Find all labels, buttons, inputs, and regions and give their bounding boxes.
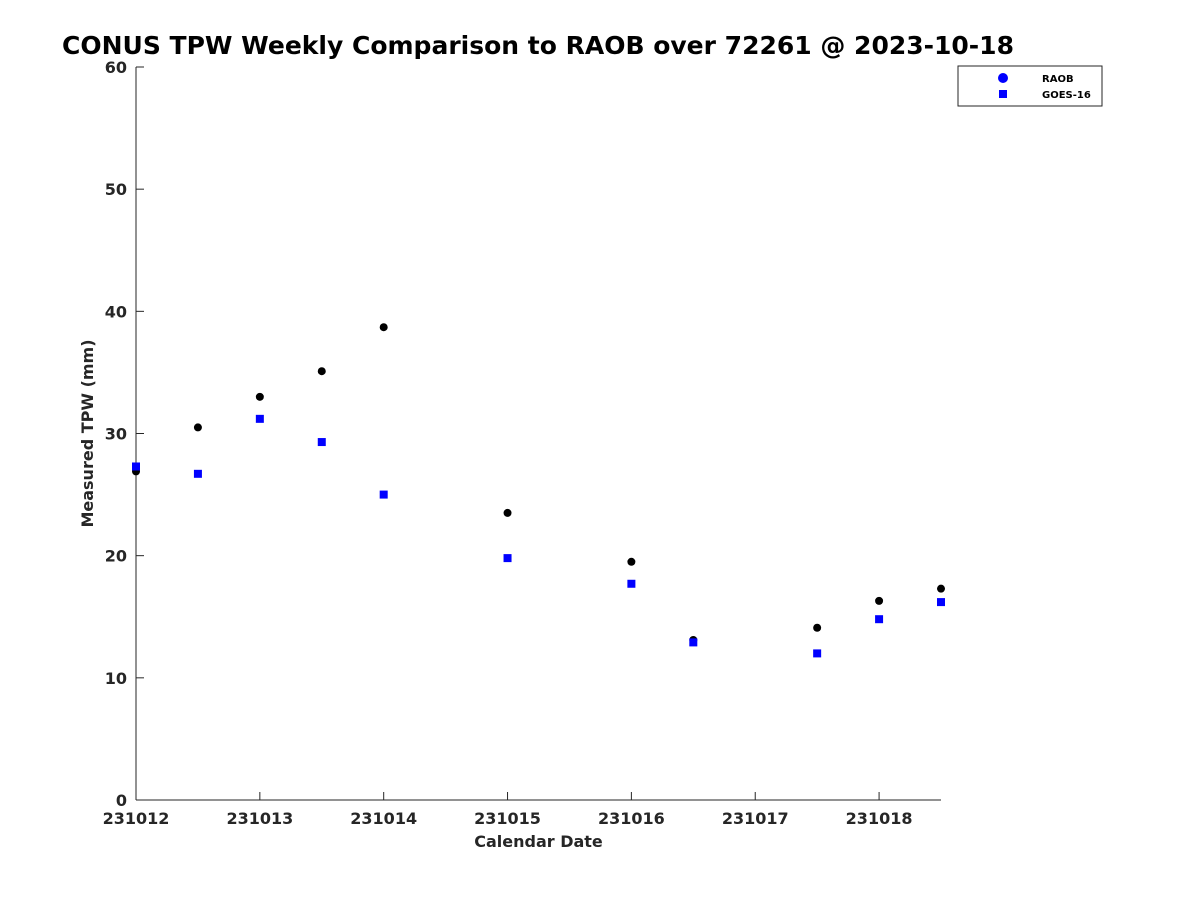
axes: 231012 231013 231014 231015 231016 231017 2310… [78, 58, 941, 851]
raob-point [503, 508, 512, 517]
chart-title: CONUS TPW Weekly Comparison to RAOB over… [62, 31, 1014, 60]
x-tick-label: 231018 [846, 809, 913, 828]
legend-goes-16-marker [999, 90, 1007, 98]
x-tick-label: 231012 [103, 809, 170, 828]
goes-16-point [317, 438, 326, 447]
raob-point [937, 584, 945, 593]
raob-point [627, 557, 636, 566]
raob-point [379, 323, 388, 332]
x-tick-label: 231016 [598, 809, 665, 828]
goes-16-point [627, 579, 636, 588]
x-tick-label: 231015 [474, 809, 541, 828]
y-axis-label: Measured TPW (mm) [78, 339, 97, 527]
goes-16-point [379, 490, 388, 499]
legend-entry-label: GOES-16 [1042, 90, 1091, 101]
y-tick-label: 50 [105, 180, 127, 199]
goes-16-point [689, 638, 698, 647]
y-tick-label: 30 [105, 425, 127, 444]
legend: RAOB GOES-16 [957, 65, 1103, 107]
y-tick-label: 10 [105, 669, 127, 688]
y-tick-label: 40 [105, 302, 127, 321]
goes-16-point [132, 462, 140, 471]
y-tick-label: 20 [105, 547, 127, 566]
legend-entry-label: RAOB [1042, 74, 1074, 85]
series-goes-16 [132, 414, 945, 658]
goes-16-point [255, 414, 264, 423]
goes-16-point [813, 649, 822, 658]
goes-16-point [937, 598, 945, 607]
raob-point [813, 623, 822, 632]
goes-16-point [193, 469, 202, 478]
legend-raob-marker [998, 73, 1008, 83]
goes-16-point [875, 615, 884, 624]
goes-16-point [503, 554, 512, 563]
y-tick-label: 0 [116, 791, 127, 810]
raob-point [193, 423, 202, 432]
data-marks [132, 323, 945, 658]
raob-point [875, 596, 884, 605]
x-tick-label: 231017 [722, 809, 789, 828]
y-tick-label: 60 [105, 58, 127, 77]
x-tick-label: 231014 [350, 809, 417, 828]
raob-point [317, 367, 326, 376]
x-tick-label: 231013 [226, 809, 293, 828]
raob-point [255, 392, 264, 401]
series-raob [132, 323, 945, 644]
x-axis-label: Calendar Date [474, 832, 603, 851]
legend-box [957, 65, 1103, 107]
